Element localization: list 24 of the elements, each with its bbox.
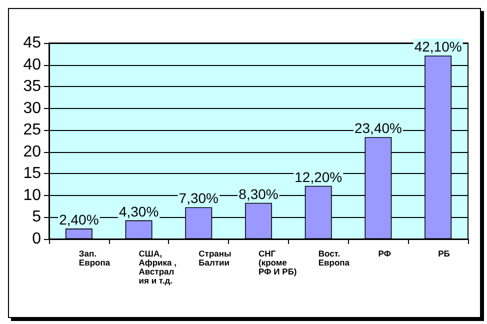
y-tick-label: 25 <box>23 122 42 139</box>
x-tick-label: РБ <box>438 248 450 258</box>
data-label: 8,30% <box>238 186 278 202</box>
y-tick-label: 5 <box>32 208 42 226</box>
y-tick-label: 30 <box>23 100 42 117</box>
data-label: 12,20% <box>294 168 342 185</box>
data-label: 4,30% <box>118 203 159 220</box>
data-label: 23,40% <box>354 120 402 136</box>
data-label: 7,30% <box>178 190 218 206</box>
data-label: 2,40% <box>59 212 99 228</box>
y-tick-label: 20 <box>23 143 42 160</box>
x-tick-label: США, Африка ,Австралия и т.д. <box>138 248 176 286</box>
y-tick-label: 40 <box>23 56 42 74</box>
y-tick-label: 0 <box>32 230 42 248</box>
y-tick-label: 45 <box>23 34 42 52</box>
y-tick-label: 35 <box>23 78 42 96</box>
x-tick-label: Зап. Европа <box>78 248 110 268</box>
data-label: 42,10% <box>414 38 462 55</box>
y-tick-label: 10 <box>23 186 42 204</box>
x-tick-label: Вост. Европа <box>318 248 350 268</box>
x-tick-label: Страны Балтии <box>198 248 234 268</box>
y-tick-label: 15 <box>23 165 42 182</box>
x-tick-label: СНГ (кроме РФ И РБ) <box>258 248 297 276</box>
x-tick-label: РФ <box>378 248 392 258</box>
